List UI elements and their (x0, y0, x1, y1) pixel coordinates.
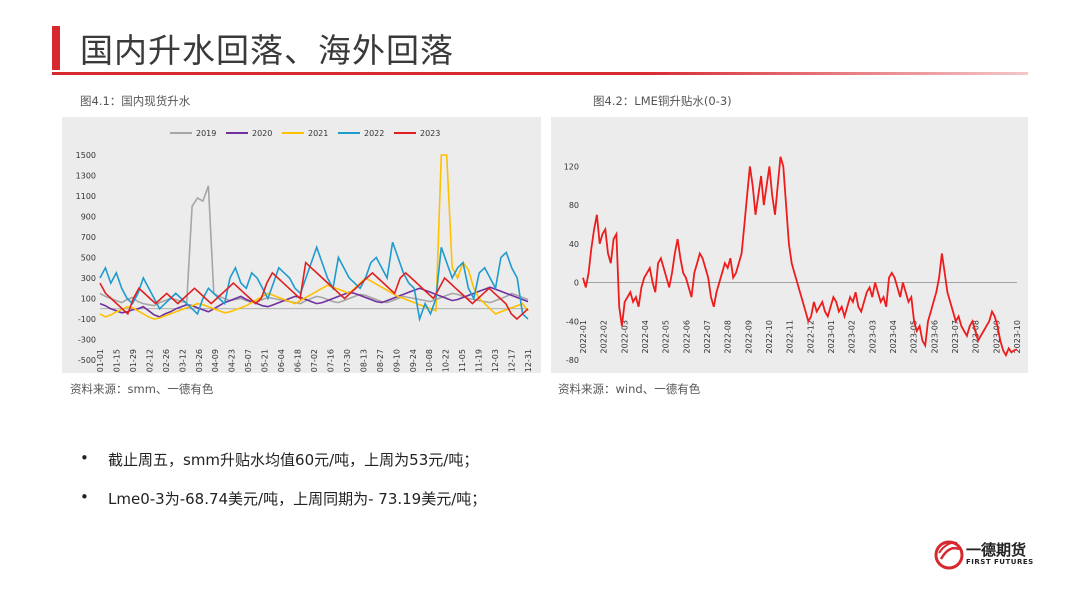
x-tick-label: 2023-06 (930, 320, 939, 353)
y-tick-label: 1500 (76, 151, 96, 160)
x-tick-label: 06-04 (277, 349, 286, 372)
x-tick-label: 2023-01 (827, 320, 836, 353)
x-tick-label: 2022-11 (786, 320, 795, 353)
x-tick-label: 03-12 (178, 349, 187, 372)
summary-bullets: 截止周五，smm升贴水均值60元/吨，上周为53元/吨； Lme0-3为-68.… (80, 449, 486, 527)
legend-label: 2022 (364, 129, 384, 138)
y-tick-label: -100 (78, 315, 96, 324)
x-tick-label: 08-13 (359, 349, 368, 372)
y-tick-label: -40 (566, 317, 579, 326)
x-tick-label: 02-26 (162, 349, 171, 372)
x-tick-label: 10-08 (425, 349, 434, 372)
page-title: 国内升水回落、海外回落 (80, 31, 454, 70)
y-tick-label: -500 (78, 356, 96, 365)
y-tick-label: 500 (81, 254, 96, 263)
x-tick-label: 04-23 (228, 349, 237, 372)
fig2-caption: 图4.2：LME铜升贴水(0-3) (593, 94, 732, 108)
x-tick-label: 2022-10 (765, 320, 774, 353)
series-line-2020 (99, 286, 529, 318)
x-tick-label: 04-09 (211, 349, 220, 372)
x-tick-label: 01-29 (129, 349, 138, 372)
fig1-chart: -500 -300 -100 100 300 500 700 900 1100 1300 1500 0… (76, 129, 533, 372)
x-tick-label: 05-21 (261, 349, 270, 372)
x-tick-label: 2022-08 (724, 320, 733, 353)
x-tick-label: 2023-07 (951, 320, 960, 353)
logo-name: 一德期货 (966, 541, 1027, 559)
legend-label: 2023 (420, 129, 440, 138)
x-tick-label: 2023-02 (848, 320, 857, 353)
series-line-2022 (99, 241, 529, 323)
title-accent-bar (52, 26, 60, 70)
fig1-chart-area: -500 -300 -100 100 300 500 700 900 1100 1300 1500 0… (62, 117, 541, 373)
x-tick-label: 2022-07 (703, 320, 712, 353)
fig2-source: 资料来源：wind、一德有色 (558, 382, 701, 396)
y-tick-label: 700 (81, 233, 96, 242)
x-tick-label: 12-03 (491, 349, 500, 372)
x-tick-label: 03-26 (195, 349, 204, 372)
x-tick-label: 11-05 (458, 349, 467, 372)
x-tick-label: 07-02 (310, 349, 319, 372)
x-tick-label: 2022-03 (620, 320, 629, 353)
y-tick-label: -300 (78, 336, 96, 345)
x-tick-label: 2022-01 (579, 320, 588, 353)
x-tick-label: 2023-04 (889, 320, 898, 353)
y-tick-label: -80 (566, 356, 579, 365)
series-line-2019 (99, 185, 529, 307)
y-tick-label: 100 (81, 295, 96, 304)
x-tick-label: 07-16 (326, 349, 335, 372)
series-line-2023 (99, 260, 529, 321)
x-tick-label: 2023-10 (1013, 320, 1022, 353)
bullet-item: 截止周五，smm升贴水均值60元/吨，上周为53元/吨； (80, 449, 486, 470)
series-line-lme (582, 156, 1018, 358)
y-tick-label: 0 (574, 279, 579, 288)
x-tick-label: 10-22 (442, 349, 451, 372)
x-tick-label: 06-18 (294, 349, 303, 372)
x-tick-label: 08-27 (376, 349, 385, 372)
x-tick-label: 12-17 (508, 349, 517, 372)
x-tick-label: 2023-05 (910, 320, 919, 353)
x-tick-label: 01-01 (96, 349, 105, 372)
x-tick-label: 02-12 (145, 349, 154, 372)
y-tick-label: 80 (569, 201, 579, 210)
y-tick-label: 1100 (76, 192, 96, 201)
y-tick-label: 120 (564, 162, 579, 171)
fig1-caption: 图4.1：国内现货升水 (80, 94, 191, 108)
fig2-chart: -80 -40 0 40 80 120 2022-01 2022-02 2022-03 2022-… (564, 156, 1022, 365)
x-tick-label: 2022-04 (641, 320, 650, 353)
x-tick-label: 2022-05 (662, 320, 671, 353)
title-rule (52, 72, 1028, 75)
x-tick-label: 2022-09 (744, 320, 753, 353)
bullet-item: Lme0-3为-68.74美元/吨，上周同期为- 73.19美元/吨； (80, 488, 486, 509)
x-tick-label: 2022-12 (806, 320, 815, 353)
legend-label: 2020 (252, 129, 272, 138)
fig1-source: 资料来源：smm、一德有色 (70, 382, 214, 396)
x-tick-label: 2023-09 (992, 320, 1001, 353)
fig2-chart-area: -80 -40 0 40 80 120 2022-01 2022-02 2022-03 2022-… (551, 117, 1028, 373)
logo-sub: FIRST FUTURES (966, 558, 1034, 566)
x-tick-label: 05-07 (244, 349, 253, 372)
x-tick-label: 09-24 (409, 349, 418, 372)
series-line-2021 (99, 154, 529, 320)
x-tick-label: 2022-06 (682, 320, 691, 353)
x-tick-label: 2022-02 (600, 320, 609, 353)
x-tick-label: 09-10 (392, 349, 401, 372)
legend-label: 2021 (308, 129, 328, 138)
x-tick-label: 11-19 (475, 349, 484, 372)
logo-mark-icon (934, 540, 964, 570)
y-tick-label: 40 (569, 240, 579, 249)
x-tick-label: 07-30 (343, 349, 352, 372)
x-tick-label: 2023-03 (868, 320, 877, 353)
x-tick-label: 01-15 (112, 349, 121, 372)
y-tick-label: 900 (81, 213, 96, 222)
legend-label: 2019 (196, 129, 216, 138)
y-tick-label: 300 (81, 274, 96, 283)
x-tick-label: 12-31 (524, 349, 533, 372)
y-tick-label: 1300 (76, 172, 96, 181)
